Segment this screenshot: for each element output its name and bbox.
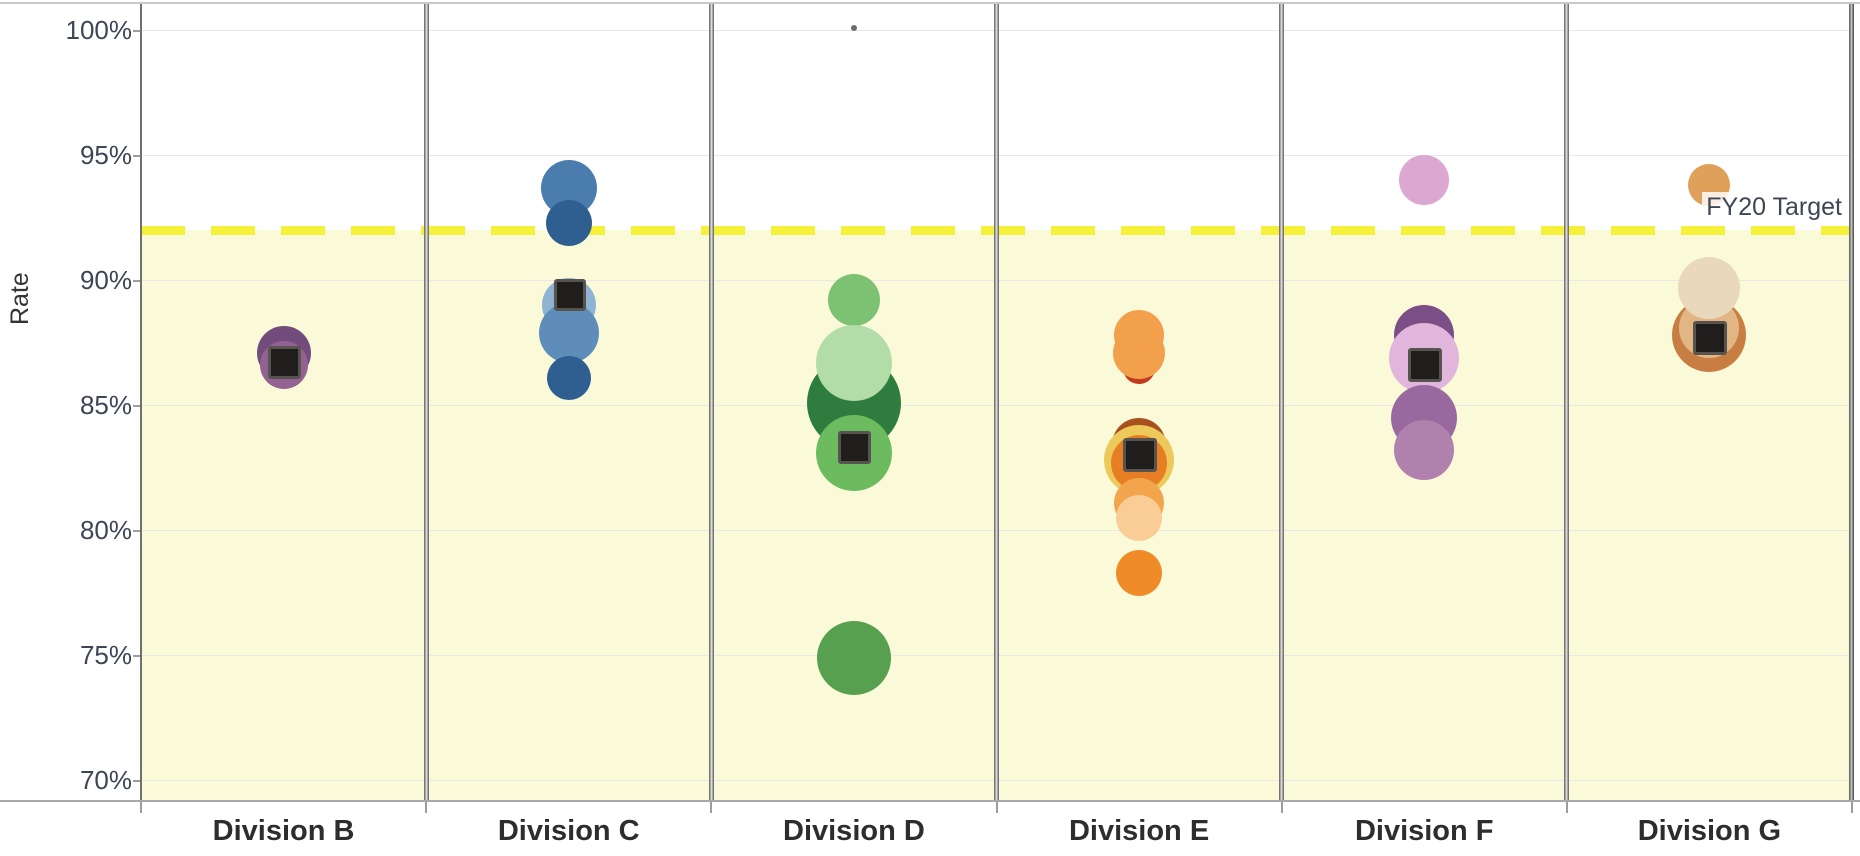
mean-square[interactable] xyxy=(1693,320,1728,355)
x-tick-mark xyxy=(140,802,142,813)
x-tick-mark xyxy=(1851,802,1853,813)
plot-left-border xyxy=(140,4,142,800)
y-tick-mark xyxy=(133,780,141,782)
bubble[interactable] xyxy=(850,24,857,31)
target-line-label: FY20 Target xyxy=(1702,192,1846,223)
plot-area: FY20 Target xyxy=(141,4,1852,800)
y-tick-label: 80% xyxy=(79,515,132,545)
bubble[interactable] xyxy=(538,302,599,363)
y-tick-label: 100% xyxy=(65,15,133,45)
bubble[interactable] xyxy=(816,620,891,695)
x-tick-mark xyxy=(1565,802,1568,813)
bubble[interactable] xyxy=(827,274,880,326)
division-label[interactable]: Division D xyxy=(783,815,925,847)
mean-square[interactable] xyxy=(1408,348,1443,382)
division-label[interactable]: Division F xyxy=(1354,815,1494,847)
y-tick-mark xyxy=(133,155,141,157)
y-tick-mark xyxy=(133,530,141,532)
bubble[interactable] xyxy=(1116,549,1163,596)
chart-top-border xyxy=(0,2,1860,4)
bubble[interactable] xyxy=(1113,326,1166,379)
bubble[interactable] xyxy=(815,324,892,401)
y-tick-label: 85% xyxy=(79,390,132,420)
bubble[interactable] xyxy=(1394,420,1455,480)
y-tick-mark xyxy=(133,405,141,407)
y-tick-mark xyxy=(133,655,141,657)
division-label[interactable]: Division B xyxy=(212,815,355,847)
division-label[interactable]: Division C xyxy=(497,815,640,847)
division-label[interactable]: Division E xyxy=(1068,815,1210,847)
mean-square[interactable] xyxy=(553,279,586,311)
bubble[interactable] xyxy=(545,199,592,246)
x-tick-mark xyxy=(710,802,713,813)
x-tick-mark xyxy=(425,802,428,813)
x-axis-line xyxy=(0,800,1860,802)
x-tick-mark xyxy=(995,802,998,813)
panel-divider xyxy=(423,4,429,800)
plot-right-border xyxy=(1849,4,1854,800)
y-tick-mark xyxy=(133,280,141,282)
mean-square[interactable] xyxy=(268,346,302,379)
x-tick-mark xyxy=(1280,802,1283,813)
division-label[interactable]: Division G xyxy=(1637,815,1782,847)
bubble[interactable] xyxy=(1116,494,1163,541)
panel-divider xyxy=(994,4,999,800)
y-tick-label: 95% xyxy=(79,140,132,170)
panel-divider xyxy=(1279,4,1285,800)
mean-square[interactable] xyxy=(838,431,872,464)
y-tick-label: 70% xyxy=(79,765,132,795)
y-tick-label: 90% xyxy=(79,265,132,295)
y-tick-mark xyxy=(133,30,141,32)
bubble[interactable] xyxy=(1678,256,1741,319)
mean-square[interactable] xyxy=(1123,438,1158,472)
panel-divider xyxy=(1564,4,1570,800)
panel-divider xyxy=(708,4,714,800)
y-tick-label: 75% xyxy=(79,640,132,670)
bubble[interactable] xyxy=(1399,155,1450,205)
bubble[interactable] xyxy=(546,355,591,400)
